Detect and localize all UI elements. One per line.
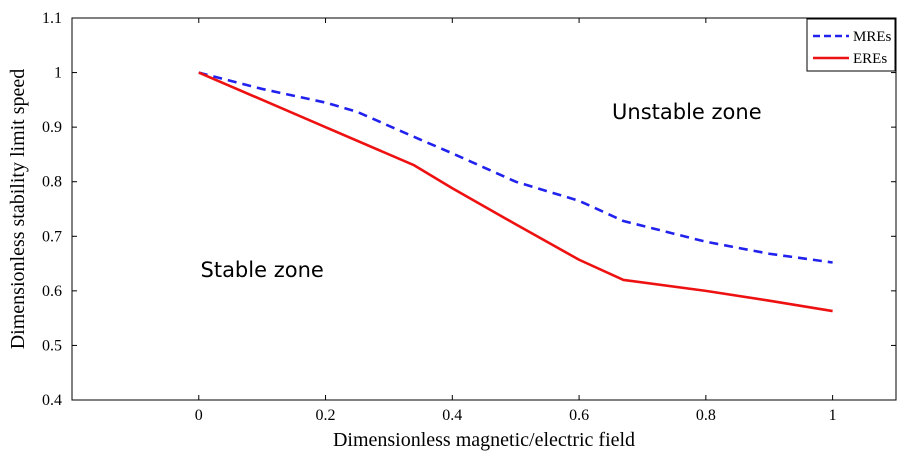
y-tick-label: 0.5 (42, 337, 62, 354)
x-axis-ticks: 0 0.2 0.4 0.6 0.8 1 (195, 18, 837, 424)
y-tick-label: 1 (54, 65, 62, 82)
plot-area (71, 17, 897, 401)
series-line-eres (198, 71, 833, 313)
zone-label: Unstable zone (612, 100, 762, 124)
y-tick-label: 0.7 (42, 228, 62, 245)
x-tick-label: 0.4 (442, 407, 462, 424)
x-tick-label: 0.8 (696, 407, 716, 424)
x-tick-label: 0 (195, 407, 203, 424)
legend-label-eres: EREs (853, 51, 887, 67)
y-tick-label: 0.9 (42, 119, 62, 136)
y-axis-ticks: 0.4 0.5 0.6 0.7 0.8 0.9 1 1.1 (42, 10, 896, 409)
legend-box (806, 18, 896, 72)
y-tick-label: 0.6 (42, 283, 62, 300)
x-axis-title: Dimensionless magnetic/electric field (333, 429, 635, 451)
x-tick-label: 0.6 (569, 407, 589, 424)
zone-label: Stable zone (201, 258, 324, 282)
series-line-mres (198, 71, 833, 264)
legend-label-mres: MREs (853, 29, 892, 45)
legend: MREs EREs (806, 18, 896, 72)
y-tick-label: 1.1 (42, 10, 62, 27)
annotations: Unstable zone Stable zone (201, 100, 762, 282)
y-tick-label: 0.8 (42, 174, 62, 191)
series-layer (198, 71, 833, 313)
x-tick-label: 1 (829, 407, 837, 424)
y-tick-label: 0.4 (42, 392, 62, 409)
x-tick-label: 0.2 (316, 407, 336, 424)
y-axis-title: Dimensionless stability limit speed (7, 69, 29, 350)
